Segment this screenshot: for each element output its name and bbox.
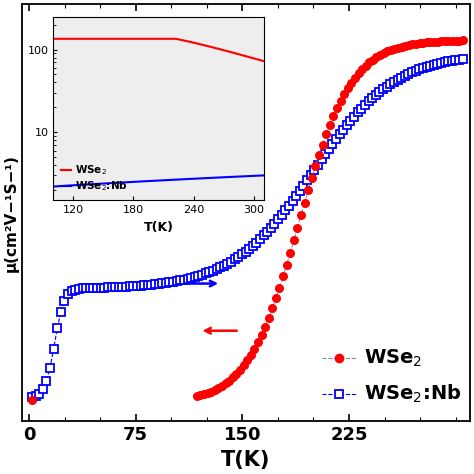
Y-axis label: μ(cm²V−¹S−¹): μ(cm²V−¹S−¹): [4, 154, 19, 272]
X-axis label: T(K): T(K): [221, 450, 271, 470]
Legend: WSe$_2$, WSe$_2$:Nb: WSe$_2$, WSe$_2$:Nb: [322, 348, 462, 405]
